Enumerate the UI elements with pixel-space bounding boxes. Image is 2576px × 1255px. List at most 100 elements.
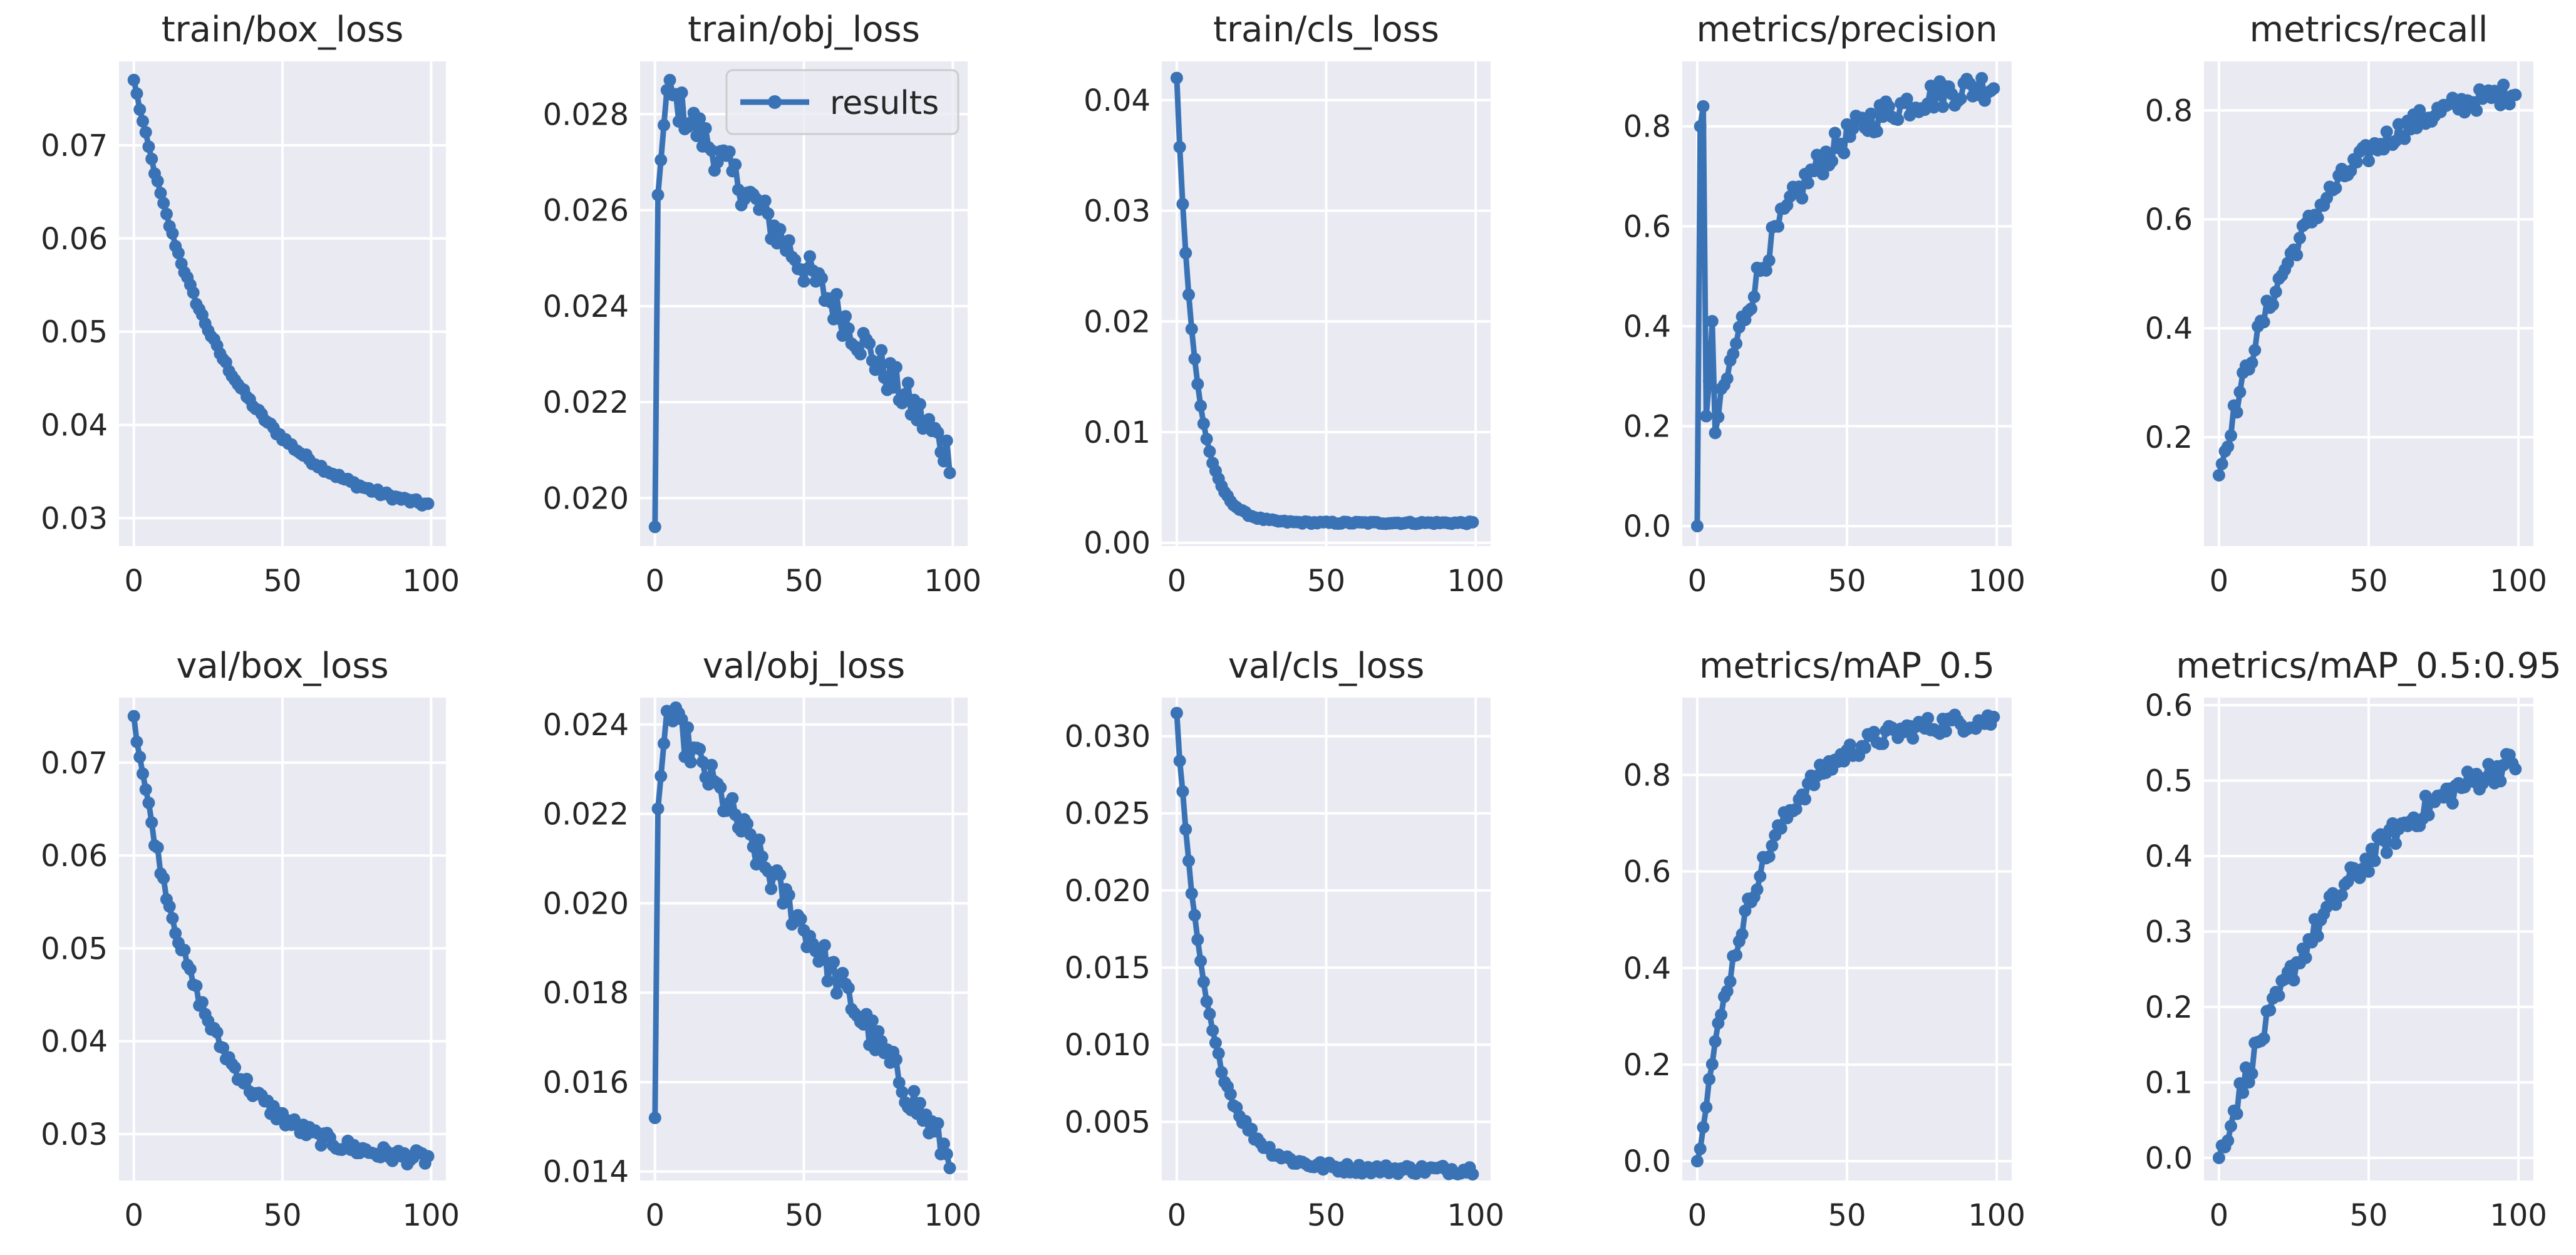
x-tick-label: 50 <box>1307 1198 1345 1233</box>
data-point <box>830 287 843 301</box>
data-point <box>1816 168 1829 181</box>
y-tick-label: 0.022 <box>543 385 629 420</box>
data-point <box>1466 515 1479 529</box>
y-tick-label: 0.03 <box>41 501 108 536</box>
subplot-train-obj-loss: train/obj_loss 0.020 0.022 0.024 0.026 0.028 0… <box>543 9 981 599</box>
data-point <box>133 750 147 763</box>
data-point <box>136 767 149 780</box>
data-point <box>1747 291 1761 304</box>
y-tick-label: 0.03 <box>41 1117 108 1152</box>
data-point <box>1865 107 1878 120</box>
y-tick-label: 0.03 <box>1084 194 1151 229</box>
data-point <box>2362 155 2375 168</box>
y-tick-label: 0.8 <box>2145 93 2193 128</box>
data-point <box>145 152 158 165</box>
data-point <box>2269 285 2282 298</box>
data-point <box>854 348 867 361</box>
data-point <box>2222 440 2235 453</box>
data-point <box>136 115 149 128</box>
y-tick-label: 0.028 <box>543 97 629 132</box>
data-point <box>172 247 185 260</box>
data-point <box>2494 775 2507 788</box>
data-point <box>1720 984 1734 998</box>
data-point <box>1182 854 1195 867</box>
x-tick-label: 50 <box>1828 564 1866 599</box>
data-point <box>863 337 876 350</box>
data-point <box>2230 406 2243 419</box>
data-point <box>1858 741 1871 755</box>
y-tick-label: 0.020 <box>1065 874 1151 909</box>
data-point <box>1939 725 1952 738</box>
x-tick-label: 100 <box>1447 564 1504 599</box>
data-point <box>1930 88 1943 101</box>
data-point <box>1709 1035 1722 1048</box>
data-point <box>1203 445 1216 458</box>
data-point <box>1739 904 1752 917</box>
data-point <box>714 781 727 794</box>
data-point <box>169 927 182 940</box>
data-point <box>2272 989 2285 1002</box>
data-point <box>1876 737 1890 750</box>
x-tick-label: 50 <box>1307 564 1345 599</box>
y-tick-label: 0.018 <box>543 976 629 1011</box>
data-point <box>130 735 143 748</box>
data-point <box>1170 71 1183 85</box>
data-point <box>1176 785 1189 798</box>
legend: results <box>725 69 960 135</box>
y-tick-label: 0.4 <box>2145 311 2193 346</box>
data-point <box>145 816 158 829</box>
legend-marker <box>768 95 782 109</box>
data-point <box>782 234 795 247</box>
data-point <box>2237 1086 2250 1099</box>
data-point <box>1705 1058 1719 1071</box>
data-point <box>839 310 852 323</box>
data-point <box>681 721 695 734</box>
data-point <box>1703 1073 1716 1086</box>
x-tick-label: 0 <box>124 1198 143 1233</box>
data-point <box>723 145 736 158</box>
y-tick-label: 0.06 <box>41 222 108 257</box>
data-point <box>1882 100 1895 113</box>
y-tick-label: 0.4 <box>1623 951 1671 986</box>
subplot-title: train/box_loss <box>162 9 404 50</box>
data-point <box>1900 92 1913 105</box>
data-point <box>2509 763 2522 776</box>
data-point <box>314 1139 328 1152</box>
data-point <box>765 882 778 896</box>
data-point <box>1694 120 1707 133</box>
data-point <box>2470 104 2483 117</box>
data-point <box>892 1076 906 1089</box>
data-point <box>2311 929 2324 943</box>
y-tick-label: 0.0 <box>1623 509 1671 544</box>
data-point <box>139 783 152 796</box>
y-tick-label: 0.020 <box>543 886 629 921</box>
data-point <box>1799 793 1812 806</box>
subplot-title: metrics/precision <box>1696 9 1997 50</box>
y-tick-label: 0.2 <box>1623 1048 1671 1083</box>
data-point <box>877 371 891 384</box>
data-point <box>2368 854 2381 867</box>
data-point <box>187 286 200 299</box>
data-point <box>931 426 944 439</box>
data-point <box>654 770 668 783</box>
data-point <box>1744 302 1757 316</box>
data-point <box>1176 197 1189 210</box>
data-point <box>2212 468 2225 482</box>
data-point <box>1705 314 1719 328</box>
y-tick-label: 0.015 <box>1065 951 1151 986</box>
x-tick-label: 0 <box>124 564 143 599</box>
data-point <box>1891 113 1905 127</box>
data-point <box>1876 110 1890 123</box>
data-point <box>1185 323 1198 336</box>
data-point <box>797 275 810 288</box>
data-point <box>184 963 197 976</box>
data-point <box>1987 710 2000 723</box>
data-point <box>1188 353 1201 366</box>
data-point <box>651 189 665 202</box>
data-point <box>1751 883 1764 896</box>
data-point <box>1200 995 1213 1008</box>
y-tick-label: 0.6 <box>2145 688 2193 723</box>
y-tick-label: 0.010 <box>1065 1028 1151 1063</box>
data-point <box>827 956 841 969</box>
data-point <box>130 87 143 100</box>
